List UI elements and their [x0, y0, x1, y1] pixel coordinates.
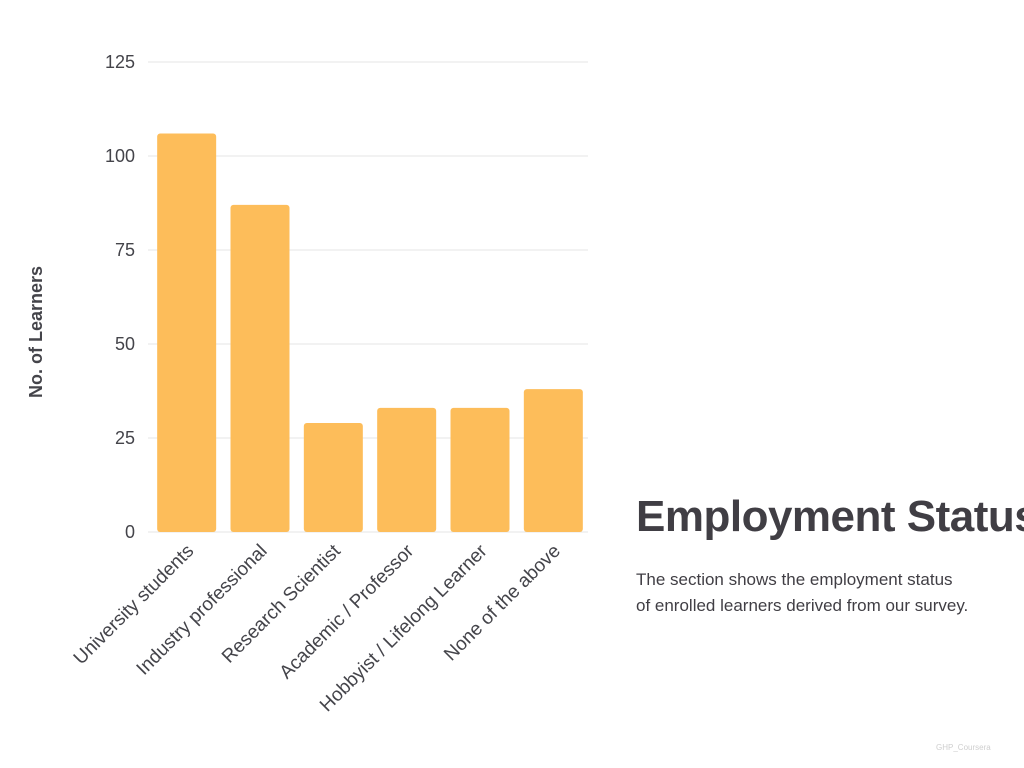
y-tick-label: 75: [115, 240, 135, 260]
gridlines: [148, 61, 588, 533]
y-tick-label: 100: [105, 146, 135, 166]
watermark: GHP_Coursera: [936, 743, 991, 752]
description-line-2: of enrolled learners derived from our su…: [636, 596, 969, 615]
bar: [523, 389, 583, 532]
y-tick-label: 0: [125, 522, 135, 542]
section-heading: Employment Status: [636, 492, 1024, 541]
x-category-label: Industry professional: [133, 541, 272, 680]
y-tick-label: 50: [115, 334, 135, 354]
y-axis-title: No. of Learners: [26, 266, 46, 398]
bar: [230, 204, 290, 532]
y-tick-label: 125: [105, 52, 135, 72]
section-description: The section shows the employment status …: [636, 567, 1016, 619]
bar: [377, 407, 437, 532]
y-tick-label: 25: [115, 428, 135, 448]
bar: [450, 407, 510, 532]
bar: [157, 133, 217, 532]
description-line-1: The section shows the employment status: [636, 570, 953, 589]
bars: [157, 133, 583, 532]
y-axis-ticks: 0 25 50 75 100 125: [105, 52, 135, 542]
x-category-label: University students: [70, 541, 198, 669]
bar: [303, 422, 363, 532]
x-category-label: Academic / Professor: [276, 540, 419, 683]
